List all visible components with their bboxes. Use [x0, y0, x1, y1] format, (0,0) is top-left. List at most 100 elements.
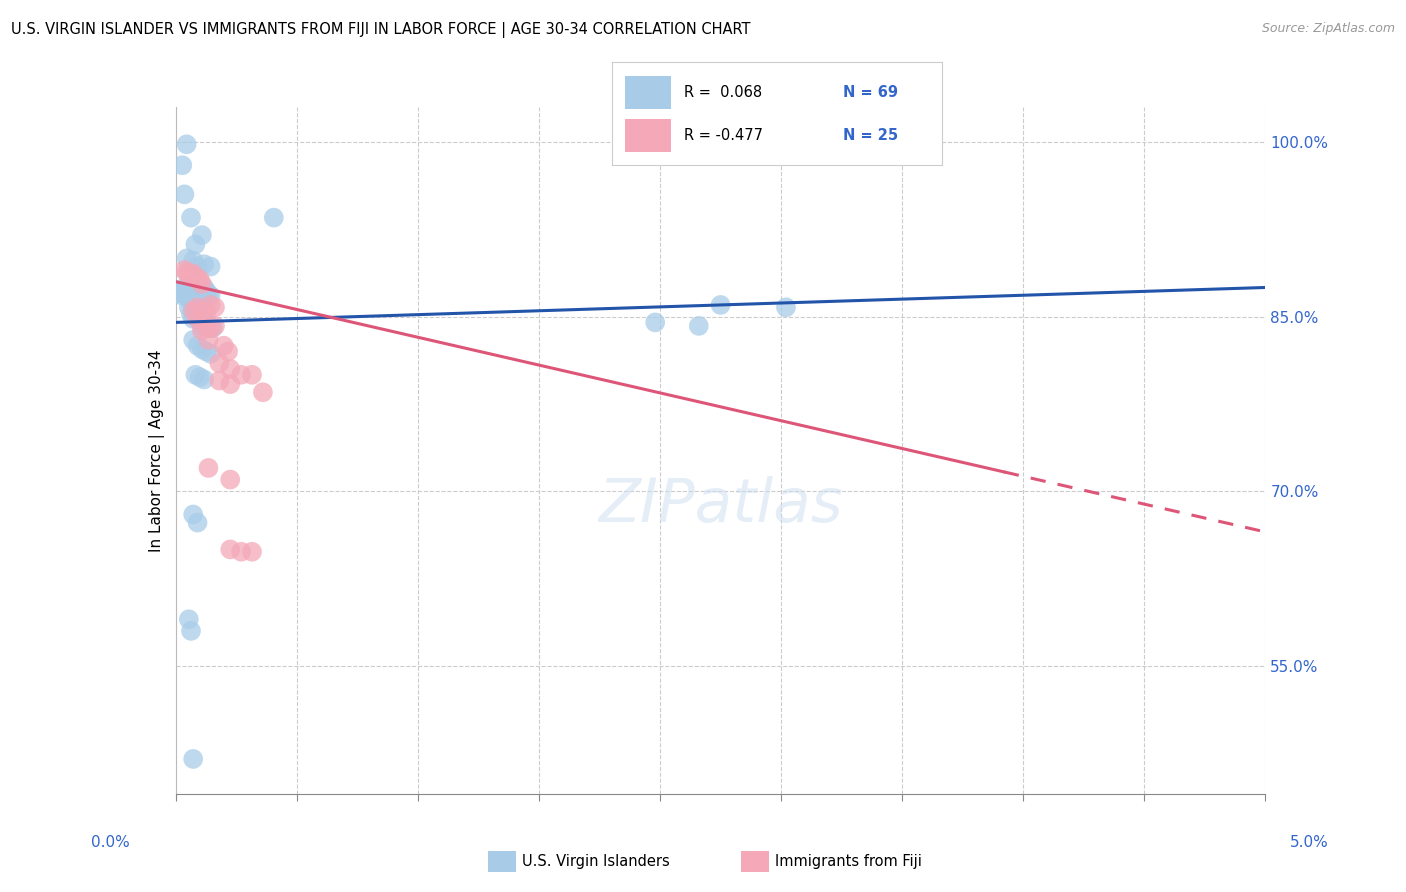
Point [263, 211, 285, 225]
Point [172, 158, 194, 172]
Point [176, 280, 198, 294]
Point [240, 368, 263, 382]
Point [180, 268, 202, 282]
Point [186, 300, 209, 314]
Text: 5.0%: 5.0% [1289, 836, 1329, 850]
Point [173, 280, 195, 294]
Bar [624, 119, 671, 152]
Point [193, 312, 215, 326]
Point [193, 280, 215, 294]
Point [204, 300, 226, 314]
Point [177, 291, 200, 305]
Point [167, 286, 190, 301]
Point [177, 267, 200, 281]
Point [219, 362, 242, 376]
Point [181, 312, 204, 326]
Point [195, 344, 218, 359]
Point [252, 385, 274, 400]
Point [181, 303, 204, 318]
Point [186, 284, 209, 298]
Point [188, 295, 211, 310]
Point [181, 752, 204, 766]
Point [195, 317, 218, 331]
Point [181, 508, 204, 522]
Point [195, 284, 218, 298]
Point [240, 545, 263, 559]
Point [186, 310, 209, 324]
Point [191, 283, 214, 297]
Point [193, 257, 215, 271]
Point [197, 461, 219, 475]
Point [200, 288, 222, 302]
Point [200, 321, 222, 335]
Point [186, 516, 209, 530]
Point [212, 339, 235, 353]
Point [231, 368, 253, 382]
Point [775, 300, 797, 314]
Text: R =  0.068: R = 0.068 [685, 85, 762, 100]
Point [172, 288, 194, 302]
Point [197, 321, 219, 335]
Point [191, 303, 214, 318]
Point [180, 288, 202, 302]
Point [177, 612, 200, 626]
Point [188, 370, 211, 384]
Point [195, 290, 218, 304]
Point [184, 271, 207, 285]
Bar [624, 76, 671, 109]
Y-axis label: In Labor Force | Age 30-34: In Labor Force | Age 30-34 [149, 349, 165, 552]
Point [180, 295, 202, 310]
Point [710, 298, 733, 312]
Point [195, 318, 218, 333]
Point [181, 267, 204, 281]
Point [208, 356, 231, 370]
Point [173, 187, 195, 202]
Point [191, 228, 214, 243]
Point [180, 624, 202, 638]
Point [181, 333, 204, 347]
Text: Source: ZipAtlas.com: Source: ZipAtlas.com [1261, 22, 1395, 36]
Point [219, 542, 242, 557]
Point [184, 237, 207, 252]
Point [200, 318, 222, 333]
Point [688, 318, 710, 333]
Point [177, 284, 200, 298]
Text: U.S. Virgin Islanders: U.S. Virgin Islanders [522, 855, 669, 869]
Point [193, 287, 215, 301]
Point [186, 290, 209, 304]
Point [200, 347, 222, 361]
Point [195, 305, 218, 319]
Point [184, 292, 207, 306]
Point [181, 298, 204, 312]
Point [197, 287, 219, 301]
Point [186, 272, 209, 286]
Point [208, 374, 231, 388]
Point [186, 312, 209, 326]
Text: N = 69: N = 69 [844, 85, 898, 100]
Point [173, 286, 195, 301]
Point [184, 286, 207, 301]
Point [176, 252, 198, 266]
Point [188, 314, 211, 328]
Text: 0.0%: 0.0% [91, 836, 131, 850]
Point [201, 321, 224, 335]
Text: U.S. VIRGIN ISLANDER VS IMMIGRANTS FROM FIJI IN LABOR FORCE | AGE 30-34 CORRELAT: U.S. VIRGIN ISLANDER VS IMMIGRANTS FROM … [11, 22, 751, 38]
Point [200, 260, 222, 274]
Point [173, 263, 195, 277]
Point [176, 288, 198, 302]
Point [219, 377, 242, 392]
Point [188, 288, 211, 302]
Point [200, 298, 222, 312]
Point [186, 295, 209, 310]
Point [188, 272, 211, 286]
Point [186, 339, 209, 353]
Point [181, 290, 204, 304]
Point [644, 315, 666, 329]
Point [197, 333, 219, 347]
Point [176, 265, 198, 279]
Point [176, 137, 198, 152]
Text: R = -0.477: R = -0.477 [685, 128, 763, 143]
Point [180, 211, 202, 225]
Point [191, 342, 214, 356]
Point [169, 286, 191, 301]
